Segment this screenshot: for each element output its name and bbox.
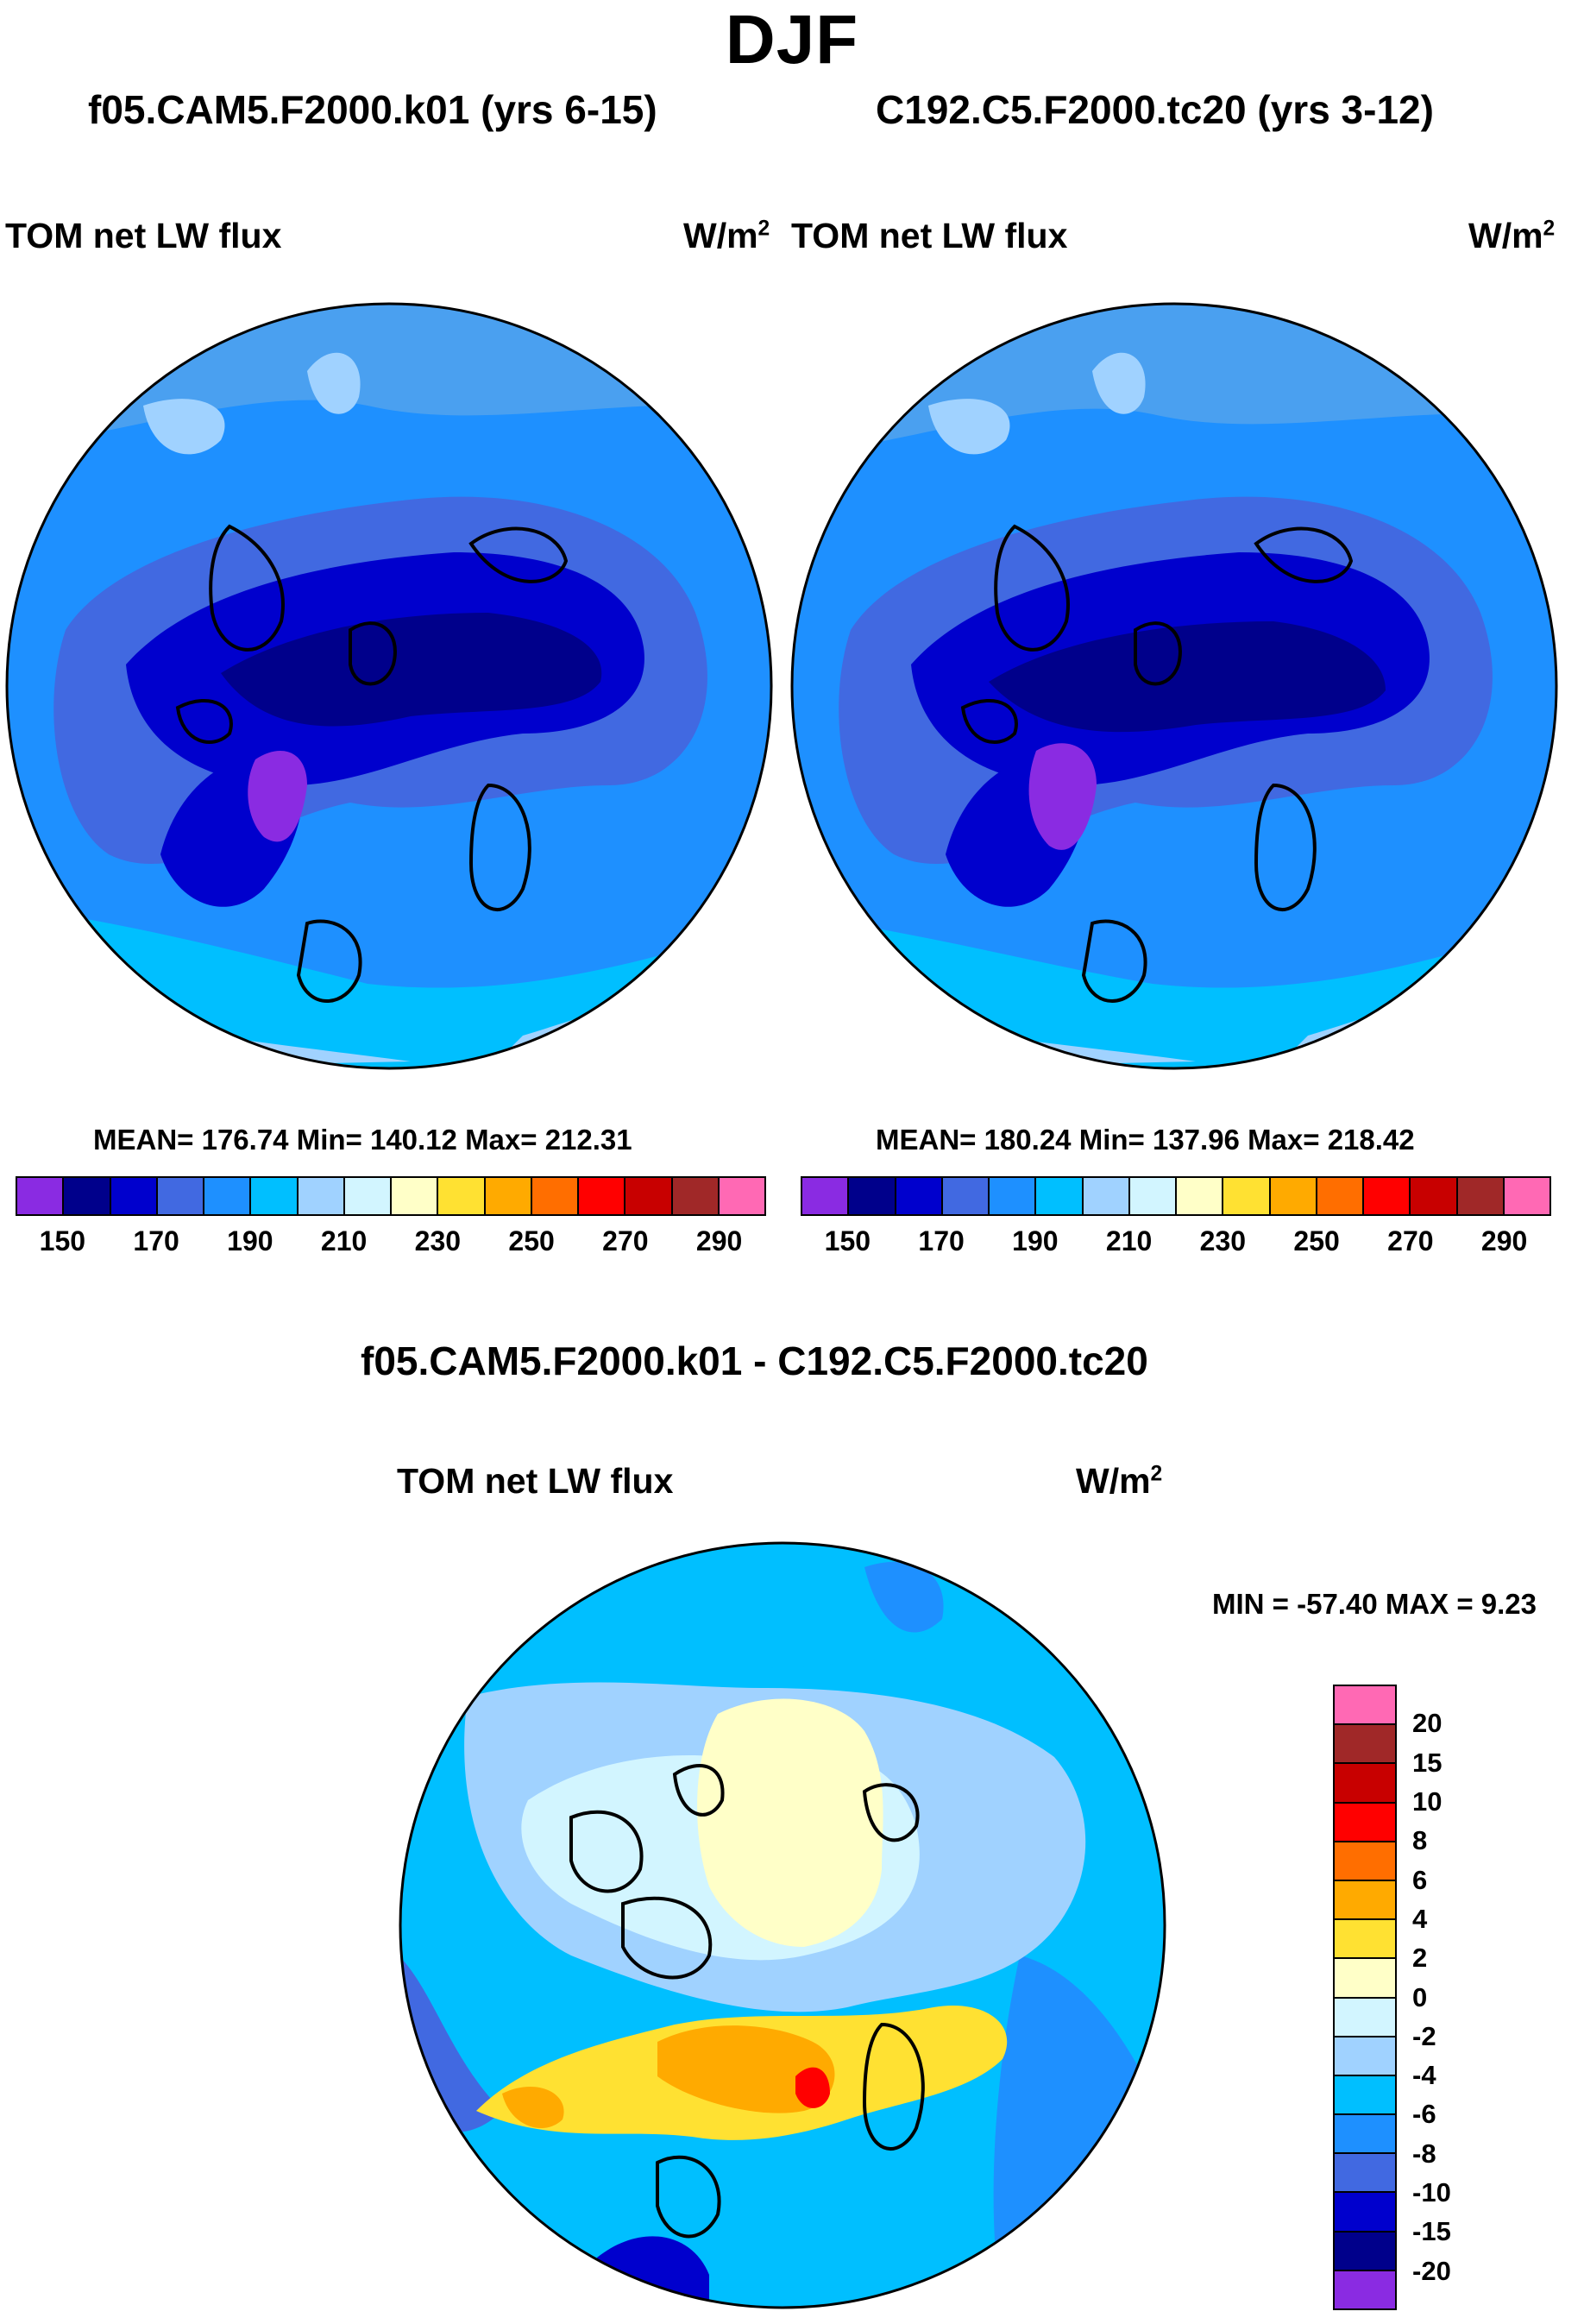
colorbar-swatch	[625, 1178, 673, 1214]
colorbar-swatch	[1083, 1178, 1130, 1214]
colorbar-swatch	[1335, 1842, 1395, 1881]
colorbar-tick-label: 2	[1412, 1943, 1428, 1974]
colorbar-swatch	[1335, 1725, 1395, 1765]
colorbar-swatch	[64, 1178, 111, 1214]
colorbar-swatch	[485, 1178, 532, 1214]
colorbar-swatch	[896, 1178, 943, 1214]
colorbar-tick-label: 230	[1199, 1225, 1247, 1256]
colorbar-tick-label: -6	[1412, 2099, 1436, 2130]
colorbar-swatch	[344, 1178, 392, 1214]
colorbar-swatch	[990, 1178, 1037, 1214]
colorbar-tick-label: 270	[602, 1225, 649, 1256]
colorbar-swatch	[1335, 1959, 1395, 1999]
colorbar-swatch	[1335, 1764, 1395, 1804]
colorbar-tick-label: 10	[1412, 1786, 1443, 1817]
colorbar-swatch	[1335, 2270, 1395, 2308]
panel-1-variable-label: TOM net LW flux	[5, 216, 282, 255]
colorbar-swatch	[1504, 1178, 1549, 1214]
colorbar-tick-label: 250	[1293, 1225, 1340, 1256]
colorbar-tick-label: 4	[1412, 1903, 1428, 1934]
panel-1-polar-map	[5, 302, 773, 1070]
colorbar-swatch	[1335, 1920, 1395, 1960]
colorbar-swatch	[17, 1178, 65, 1214]
colorbar-swatch	[204, 1178, 252, 1214]
colorbar-tick-label: 230	[414, 1225, 462, 1256]
colorbar-swatch	[1364, 1178, 1411, 1214]
colorbar-swatch	[849, 1178, 896, 1214]
colorbar-swatch	[1335, 2037, 1395, 2076]
colorbar-swatch	[672, 1178, 720, 1214]
panel-1-colorbar	[16, 1176, 766, 1216]
figure-title: DJF	[725, 1, 859, 78]
colorbar-swatch	[1457, 1178, 1505, 1214]
panel-1-run-title: f05.CAM5.F2000.k01 (yrs 6-15)	[88, 87, 657, 132]
colorbar-swatch	[438, 1178, 486, 1214]
colorbar-swatch	[1335, 2075, 1395, 2116]
colorbar-swatch	[157, 1178, 204, 1214]
colorbar-swatch	[1317, 1178, 1364, 1214]
colorbar-swatch	[942, 1178, 990, 1214]
colorbar-tick-label: 0	[1412, 1981, 1428, 2012]
colorbar-swatch	[1270, 1178, 1317, 1214]
colorbar-swatch	[1036, 1178, 1084, 1214]
colorbar-tick-label: 190	[1012, 1225, 1059, 1256]
colorbar-tick-label: 290	[1480, 1225, 1528, 1256]
colorbar-swatch	[1411, 1178, 1458, 1214]
colorbar-tick-label: -10	[1412, 2177, 1451, 2208]
colorbar-swatch	[1335, 1686, 1395, 1726]
colorbar-swatch	[1335, 1998, 1395, 2037]
colorbar-tick-label: 290	[695, 1225, 743, 1256]
colorbar-swatch	[802, 1178, 850, 1214]
colorbar-tick-label: 190	[227, 1225, 273, 1256]
colorbar-swatch	[1335, 2193, 1395, 2233]
colorbar-swatch	[392, 1178, 439, 1214]
panel-2-variable-label: TOM net LW flux	[791, 216, 1068, 255]
colorbar-swatch	[1223, 1178, 1271, 1214]
colorbar-swatch	[110, 1178, 158, 1214]
colorbar-swatch	[1335, 2232, 1395, 2271]
difference-colorbar	[1333, 1685, 1397, 2310]
colorbar-tick-label: 270	[1387, 1225, 1434, 1256]
colorbar-tick-label: 170	[133, 1225, 179, 1256]
colorbar-tick-label: 210	[1105, 1225, 1153, 1256]
colorbar-swatch	[1129, 1178, 1177, 1214]
colorbar-swatch	[579, 1178, 626, 1214]
colorbar-tick-label: 20	[1412, 1708, 1443, 1739]
colorbar-tick-label: 150	[824, 1225, 871, 1256]
colorbar-swatch	[298, 1178, 345, 1214]
colorbar-swatch	[1335, 2154, 1395, 2194]
colorbar-tick-label: 15	[1412, 1747, 1443, 1778]
panel-1-units: W/m2	[683, 216, 770, 255]
colorbar-tick-label: -2	[1412, 2020, 1436, 2051]
colorbar-swatch	[531, 1178, 579, 1214]
panel-2-run-title: C192.C5.F2000.tc20 (yrs 3-12)	[876, 87, 1434, 132]
panel-2-units: W/m2	[1468, 216, 1556, 255]
colorbar-swatch	[1177, 1178, 1224, 1214]
colorbar-swatch	[1335, 2115, 1395, 2155]
colorbar-tick-label: -8	[1412, 2138, 1436, 2169]
difference-title: f05.CAM5.F2000.k01 - C192.C5.F2000.tc20	[361, 1338, 1148, 1383]
panel-2-polar-map	[790, 302, 1558, 1070]
colorbar-tick-label: 6	[1412, 1864, 1428, 1895]
panel-1-stats: MEAN= 176.74 Min= 140.12 Max= 212.31	[93, 1124, 632, 1156]
colorbar-tick-label: 150	[39, 1225, 86, 1256]
colorbar-swatch	[251, 1178, 299, 1214]
difference-polar-map	[399, 1541, 1166, 2309]
difference-variable-label: TOM net LW flux	[397, 1461, 674, 1501]
colorbar-tick-label: -4	[1412, 2060, 1436, 2091]
colorbar-tick-label: -20	[1412, 2255, 1451, 2286]
colorbar-swatch	[719, 1178, 764, 1214]
panel-2-colorbar	[801, 1176, 1551, 1216]
colorbar-tick-label: -15	[1412, 2216, 1451, 2247]
colorbar-tick-label: 250	[508, 1225, 555, 1256]
colorbar-swatch	[1335, 1803, 1395, 1842]
colorbar-tick-label: 210	[320, 1225, 368, 1256]
colorbar-tick-label: 170	[918, 1225, 965, 1256]
difference-units: W/m2	[1076, 1461, 1163, 1501]
colorbar-tick-label: 8	[1412, 1825, 1428, 1856]
difference-stats: MIN = -57.40 MAX = 9.23	[1212, 1588, 1537, 1620]
colorbar-swatch	[1335, 1880, 1395, 1921]
panel-2-stats: MEAN= 180.24 Min= 137.96 Max= 218.42	[876, 1124, 1415, 1156]
